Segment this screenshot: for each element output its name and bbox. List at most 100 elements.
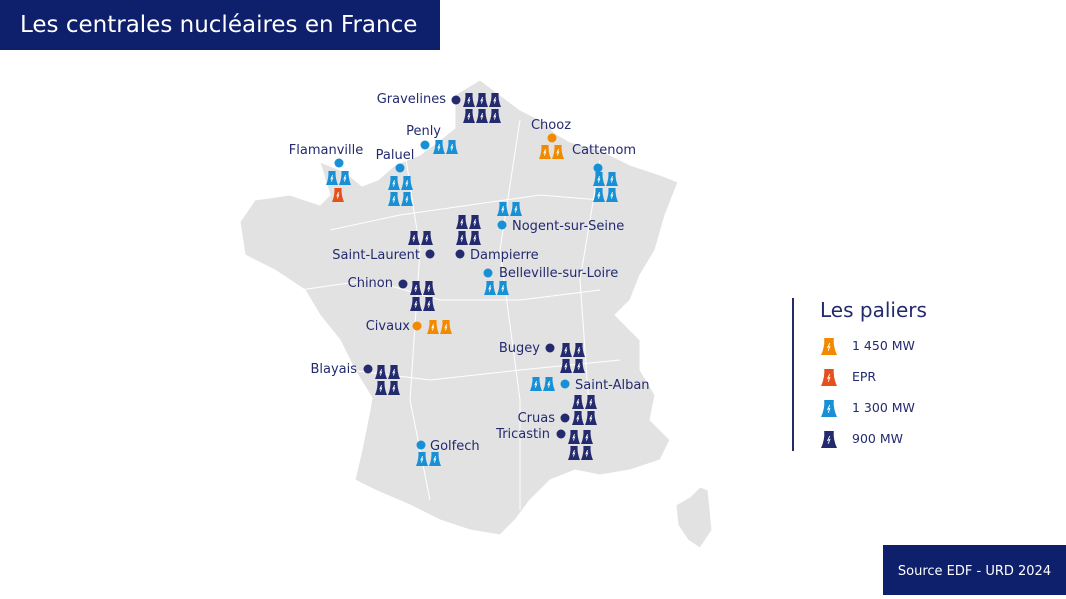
cooling-tower-icon — [339, 171, 351, 185]
cooling-tower-icon — [332, 188, 344, 202]
plant-saint-laurent[interactable]: Saint-Laurent — [332, 231, 435, 263]
plant-label: Chooz — [531, 118, 571, 133]
cooling-tower-icon — [429, 452, 441, 466]
cooling-tower-icon — [401, 192, 413, 206]
plant-label: Paluel — [376, 148, 415, 163]
plant-penly[interactable]: Penly — [406, 124, 458, 154]
cooling-tower-icon — [821, 430, 837, 448]
plant-location-dot[interactable] — [412, 321, 422, 331]
plant-chooz[interactable]: Chooz — [531, 118, 571, 159]
plant-location-dot[interactable] — [483, 268, 493, 278]
plant-label: Cruas — [518, 411, 556, 426]
plant-location-dot[interactable] — [334, 158, 344, 168]
legend-title: Les paliers — [820, 298, 927, 322]
cooling-tower-icon — [581, 446, 593, 460]
plant-dampierre[interactable]: Dampierre — [455, 215, 539, 263]
cooling-tower-icon — [606, 172, 618, 186]
cooling-tower-icon — [375, 381, 387, 395]
plant-location-dot[interactable] — [560, 379, 570, 389]
legend-item-epr: EPR — [820, 361, 927, 392]
cooling-tower-icon — [568, 446, 580, 460]
plant-location-dot[interactable] — [425, 249, 435, 259]
cooling-tower-icon — [585, 395, 597, 409]
legend-item-900: 900 MW — [820, 423, 927, 454]
legend-item-1450: 1 450 MW — [820, 330, 927, 361]
cooling-tower-icon — [375, 365, 387, 379]
plant-paluel[interactable]: Paluel — [376, 148, 415, 206]
cooling-tower-icon — [427, 320, 439, 334]
plant-civaux[interactable]: Civaux — [366, 319, 452, 334]
plant-location-dot[interactable] — [398, 279, 408, 289]
plant-cruas[interactable]: Cruas — [518, 395, 597, 426]
cooling-tower-icon — [423, 281, 435, 295]
plant-label: Bugey — [499, 341, 540, 356]
cooling-tower-icon — [606, 188, 618, 202]
plant-label: Civaux — [366, 319, 411, 334]
cooling-tower-icon — [530, 377, 542, 391]
plant-flamanville[interactable]: Flamanville — [289, 143, 363, 202]
cooling-tower-icon — [469, 215, 481, 229]
cooling-tower-icon — [821, 368, 837, 386]
plant-nogent-sur-seine[interactable]: Nogent-sur-Seine — [497, 202, 624, 234]
cooling-tower-icon — [388, 176, 400, 190]
plant-saint-alban[interactable]: Saint-Alban — [530, 377, 650, 393]
plant-cattenom[interactable]: Cattenom — [572, 143, 636, 202]
plant-golfech[interactable]: Golfech — [416, 439, 480, 466]
plant-label: Saint-Alban — [575, 378, 650, 393]
cooling-tower-icon — [543, 377, 555, 391]
cooling-tower-icon — [821, 399, 837, 417]
cooling-tower-icon — [552, 145, 564, 159]
cooling-tower-icon — [388, 192, 400, 206]
plant-label: Blayais — [310, 362, 357, 377]
france-mainland — [239, 79, 679, 536]
cooling-tower-icon — [581, 430, 593, 444]
plant-location-dot[interactable] — [497, 220, 507, 230]
cooling-tower-icon — [568, 430, 580, 444]
cooling-tower-icon — [489, 93, 501, 107]
plant-belleville-sur-loire[interactable]: Belleville-sur-Loire — [483, 266, 619, 295]
cooling-tower-icon — [572, 411, 584, 425]
cooling-tower-icon — [463, 109, 475, 123]
plant-location-dot[interactable] — [363, 364, 373, 374]
plant-gravelines[interactable]: Gravelines — [377, 92, 501, 123]
plant-location-dot[interactable] — [547, 133, 557, 143]
plant-bugey[interactable]: Bugey — [499, 341, 585, 373]
plant-label: Golfech — [430, 439, 480, 454]
cooling-tower-icon — [489, 109, 501, 123]
cooling-tower-icon — [476, 109, 488, 123]
cooling-tower-icon — [456, 231, 468, 245]
plant-tricastin[interactable]: Tricastin — [495, 427, 593, 460]
legend: Les paliers 1 450 MW EPR 1 300 MW 900 MW — [792, 298, 927, 451]
plant-label: Cattenom — [572, 143, 636, 158]
plant-location-dot[interactable] — [420, 140, 430, 150]
cooling-tower-icon — [401, 176, 413, 190]
source-note: Source EDF - URD 2024 — [883, 545, 1066, 595]
plant-location-dot[interactable] — [395, 163, 405, 173]
cooling-tower-icon — [416, 452, 428, 466]
plant-location-dot[interactable] — [545, 343, 555, 353]
plant-location-dot[interactable] — [560, 413, 570, 423]
plant-blayais[interactable]: Blayais — [310, 362, 400, 395]
plant-location-dot[interactable] — [451, 95, 461, 105]
cooling-tower-icon — [469, 231, 481, 245]
plant-label: Gravelines — [377, 92, 447, 107]
cooling-tower-icon — [446, 140, 458, 154]
cooling-tower-icon — [821, 337, 837, 355]
plant-location-dot[interactable] — [455, 249, 465, 259]
cooling-tower-icon — [388, 381, 400, 395]
cooling-tower-icon — [484, 281, 496, 295]
plant-location-dot[interactable] — [593, 163, 603, 173]
cooling-tower-icon — [440, 320, 452, 334]
cooling-tower-icon — [593, 172, 605, 186]
plant-chinon[interactable]: Chinon — [348, 276, 435, 311]
cooling-tower-icon — [585, 411, 597, 425]
cooling-tower-icon — [421, 231, 433, 245]
cooling-tower-icon — [821, 399, 837, 417]
cooling-tower-icon — [423, 297, 435, 311]
plant-location-dot[interactable] — [556, 429, 566, 439]
plant-label: Penly — [406, 124, 441, 139]
cooling-tower-icon — [510, 202, 522, 216]
plant-label: Belleville-sur-Loire — [499, 266, 618, 281]
plant-location-dot[interactable] — [416, 440, 426, 450]
